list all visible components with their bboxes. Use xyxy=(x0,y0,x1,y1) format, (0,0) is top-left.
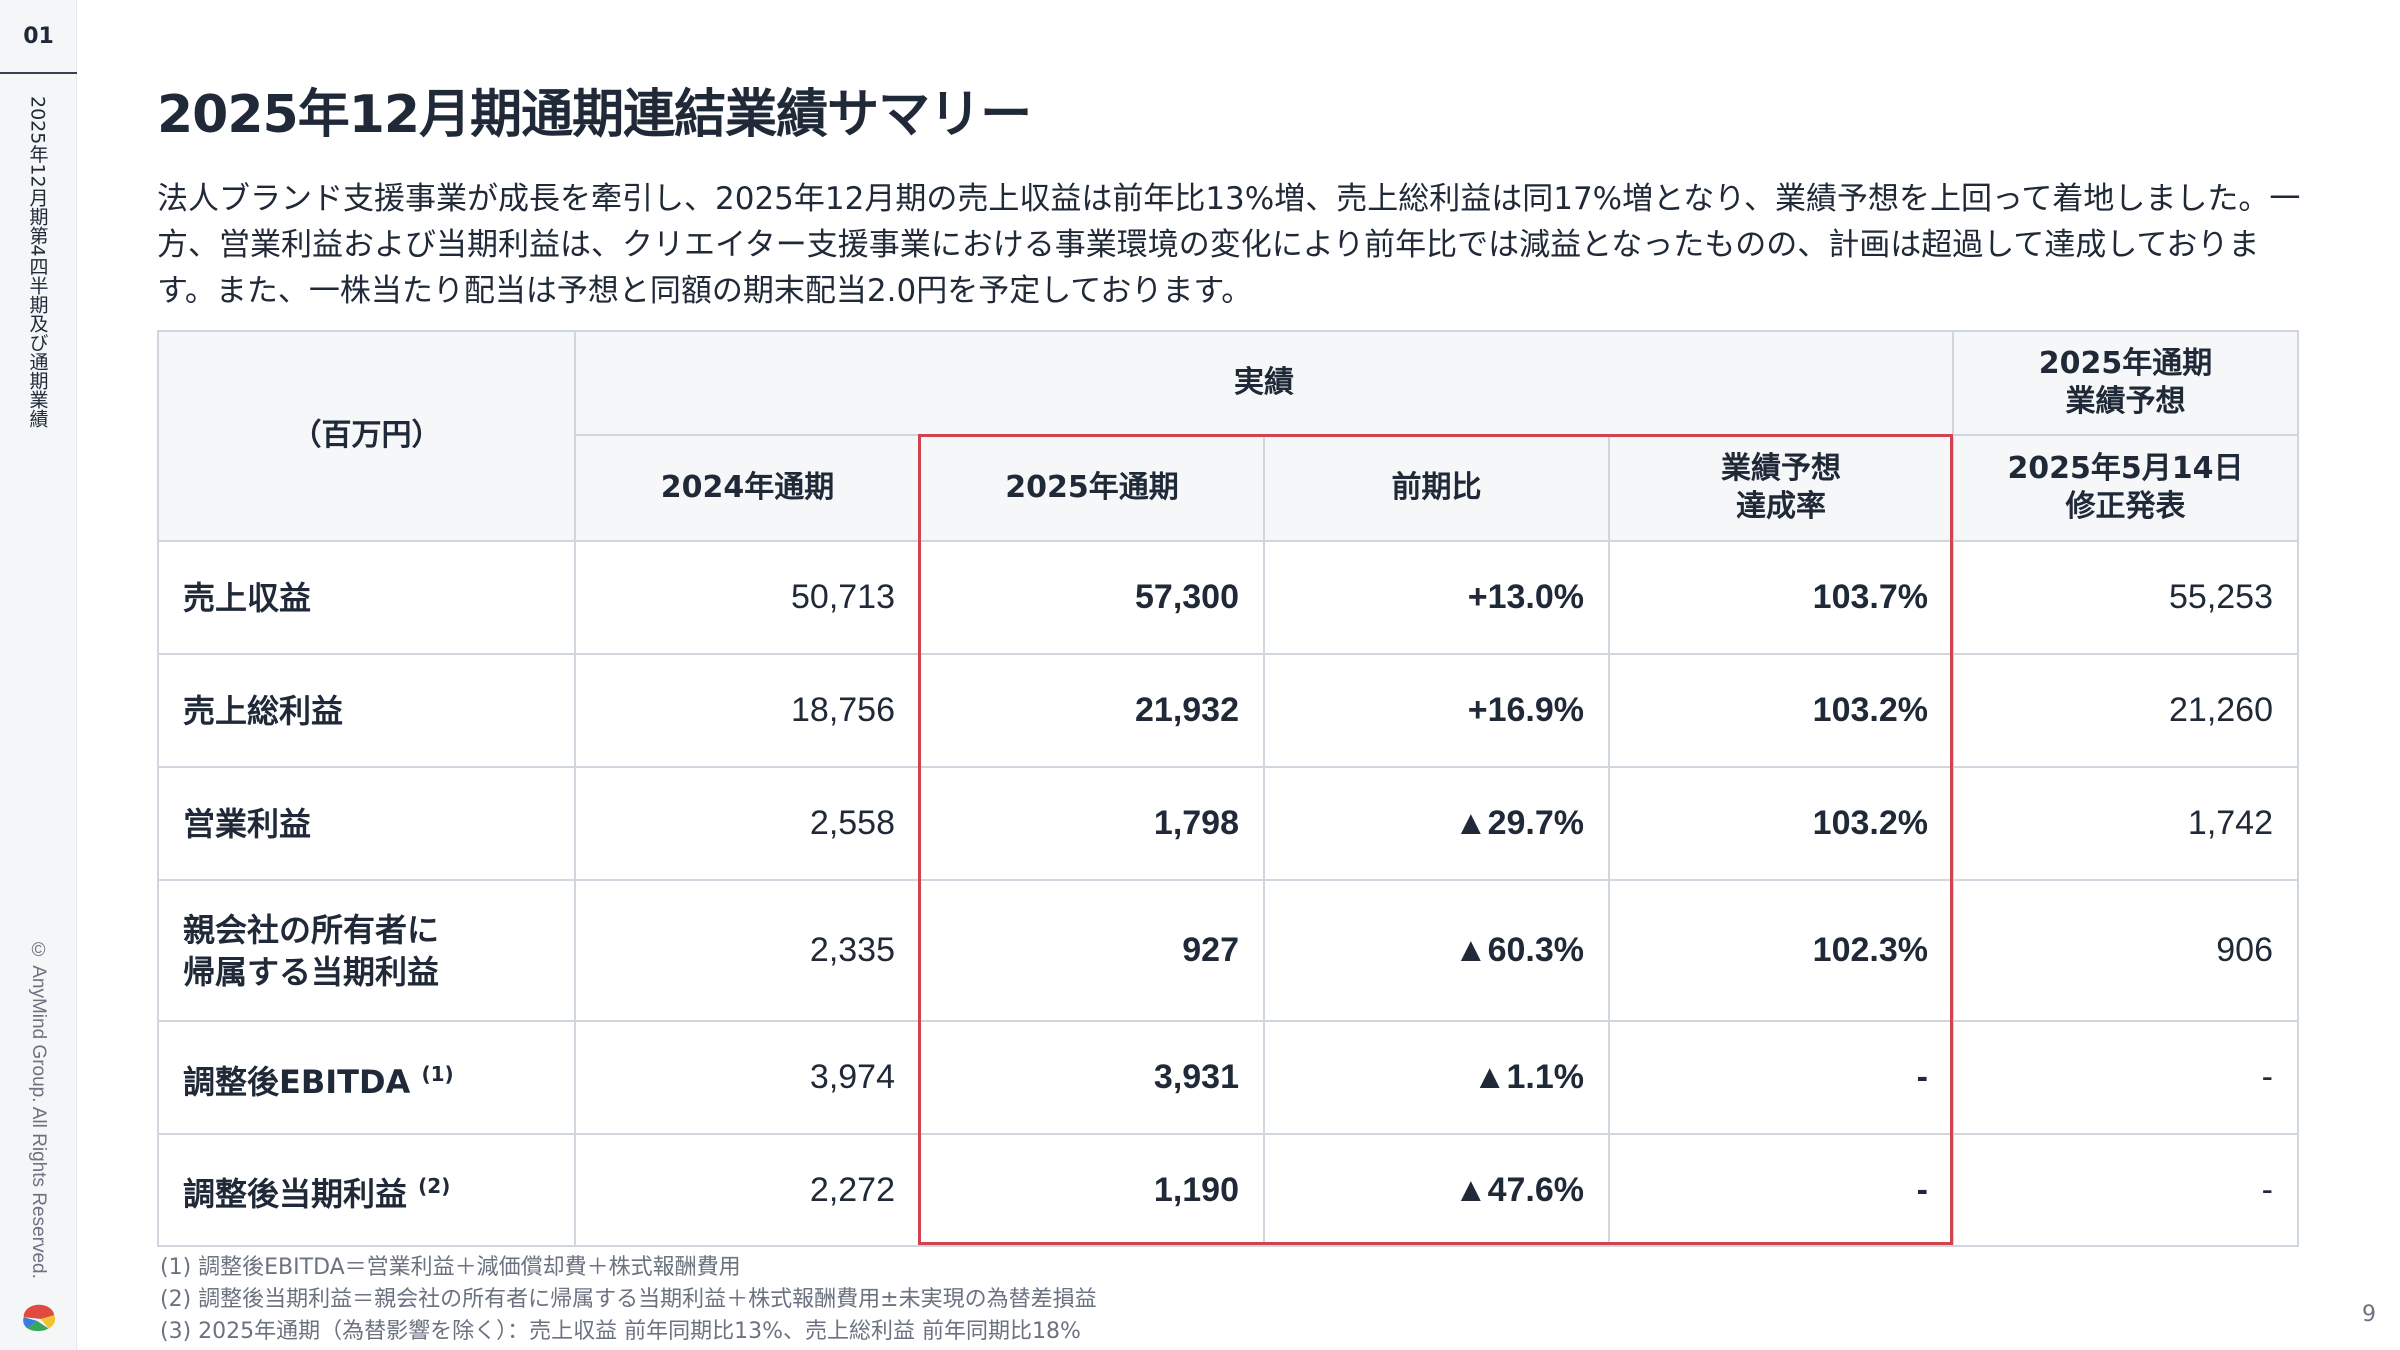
section-number: 01 xyxy=(0,0,77,74)
sidebar: 01 2025年12月期第4四半期及び通期業績 © AnyMind Group.… xyxy=(0,0,77,1350)
value-cell: - xyxy=(1608,1020,1954,1135)
results-table: （百万円） 実績 2025年通期 業績予想 2024年通期 2025年通期 前期比… xyxy=(157,330,2299,1247)
value-cell: 103.2% xyxy=(1608,653,1954,768)
row-label: 売上収益 xyxy=(157,540,576,655)
footnote: (3) 2025年通期（為替影響を除く）：売上収益 前年同期比13%、売上総利益… xyxy=(160,1319,1081,1344)
actual-header: 実績 xyxy=(574,330,1954,436)
value-cell: - xyxy=(1608,1133,1954,1247)
forecast-header: 2025年通期 業績予想 xyxy=(1952,330,2299,436)
value-cell: 1,798 xyxy=(919,766,1265,881)
value-cell: +16.9% xyxy=(1263,653,1610,768)
value-cell: 103.2% xyxy=(1608,766,1954,881)
page-title: 2025年12月期通期連結業績サマリー xyxy=(157,85,1032,145)
value-cell: 103.7% xyxy=(1608,540,1954,655)
value-cell: ▲60.3% xyxy=(1263,879,1610,1022)
value-cell: - xyxy=(1952,1020,2299,1135)
footnote: (1) 調整後EBITDA＝営業利益＋減価償却費＋株式報酬費用 xyxy=(160,1255,741,1280)
footnote: (2) 調整後当期利益＝親会社の所有者に帰属する当期利益＋株式報酬費用±未実現の… xyxy=(160,1287,1097,1312)
row-label: 営業利益 xyxy=(157,766,576,881)
page-number: 9 xyxy=(2362,1302,2376,1327)
row-label: 調整後当期利益 (2) xyxy=(157,1133,576,1247)
value-cell: 50,713 xyxy=(574,540,921,655)
table-row: 売上総利益 18,756 21,932 +16.9% 103.2% 21,260 xyxy=(157,653,2299,768)
value-cell: 57,300 xyxy=(919,540,1265,655)
table-row: 営業利益 2,558 1,798 ▲29.7% 103.2% 1,742 xyxy=(157,766,2299,881)
col-yoy: 前期比 xyxy=(1263,434,1610,542)
value-cell: 3,931 xyxy=(919,1020,1265,1135)
value-cell: +13.0% xyxy=(1263,540,1610,655)
footnote-ref: (1) xyxy=(421,1061,454,1086)
value-cell: 102.3% xyxy=(1608,879,1954,1022)
copyright: © AnyMind Group. All Rights Reserved. xyxy=(28,940,49,1279)
value-cell: 2,335 xyxy=(574,879,921,1022)
col-2025: 2025年通期 xyxy=(919,434,1265,542)
col-2024: 2024年通期 xyxy=(574,434,921,542)
col-achievement: 業績予想 達成率 xyxy=(1608,434,1954,542)
footnote-ref: (2) xyxy=(418,1174,451,1198)
value-cell: 21,260 xyxy=(1952,653,2299,768)
vertical-section-title: 2025年12月期第4四半期及び通期業績 xyxy=(26,96,49,428)
value-cell: 3,974 xyxy=(574,1020,921,1135)
lead-paragraph: 法人ブランド支援事業が成長を牽引し、2025年12月期の売上収益は前年比13%増… xyxy=(157,181,2301,309)
value-cell: 2,558 xyxy=(574,766,921,881)
value-cell: 18,756 xyxy=(574,653,921,768)
value-cell: 55,253 xyxy=(1952,540,2299,655)
row-label: 親会社の所有者に 帰属する当期利益 xyxy=(157,879,576,1022)
footnotes: (1) 調整後EBITDA＝営業利益＋減価償却費＋株式報酬費用 (2) 調整後当… xyxy=(160,1252,1097,1348)
value-cell: ▲29.7% xyxy=(1263,766,1610,881)
row-label: 売上総利益 xyxy=(157,653,576,768)
value-cell: 21,932 xyxy=(919,653,1265,768)
anymind-logo-icon xyxy=(23,1304,56,1332)
value-cell: 906 xyxy=(1952,879,2299,1022)
value-cell: 927 xyxy=(919,879,1265,1022)
col-revised: 2025年5月14日 修正発表 xyxy=(1952,434,2299,542)
row-label: 調整後EBITDA (1) xyxy=(157,1020,576,1135)
unit-header: （百万円） xyxy=(157,330,576,542)
value-cell: ▲1.1% xyxy=(1263,1020,1610,1135)
table-row: 親会社の所有者に 帰属する当期利益 2,335 927 ▲60.3% 102.3% 906 xyxy=(157,879,2299,1022)
table-row: 調整後EBITDA (1) 3,974 3,931 ▲1.1% - - xyxy=(157,1020,2299,1135)
table-row: 売上収益 50,713 57,300 +13.0% 103.7% 55,253 xyxy=(157,540,2299,655)
value-cell: - xyxy=(1952,1133,2299,1247)
table-row: 調整後当期利益 (2) 2,272 1,190 ▲47.6% - - xyxy=(157,1133,2299,1247)
value-cell: 1,190 xyxy=(919,1133,1265,1247)
value-cell: ▲47.6% xyxy=(1263,1133,1610,1247)
value-cell: 1,742 xyxy=(1952,766,2299,881)
value-cell: 2,272 xyxy=(574,1133,921,1247)
